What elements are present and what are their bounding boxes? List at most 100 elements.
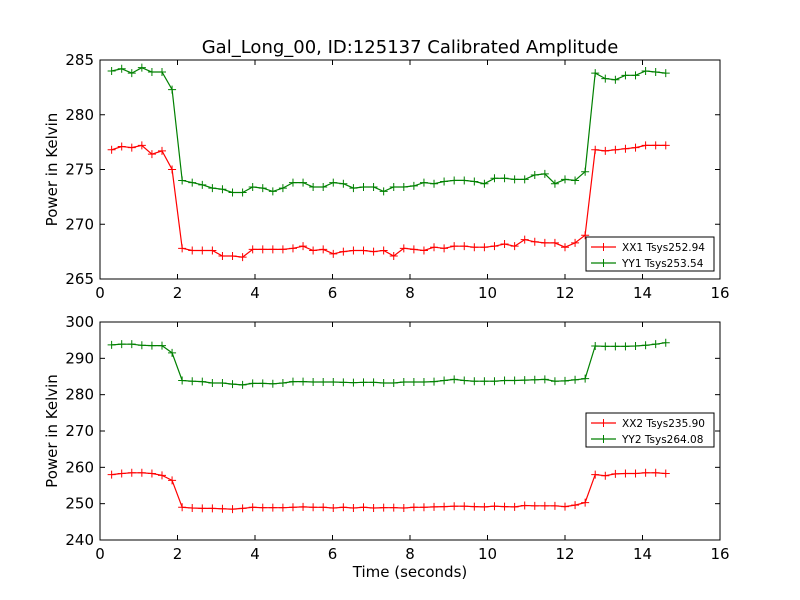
data-point-1-1-5 [158,341,166,350]
data-point-0-0-52 [631,143,640,152]
data-point-1-1-55 [661,338,670,347]
data-point-0-0-25 [359,246,368,255]
y-tick-label: 280 [65,106,94,124]
data-point-0-0-42 [530,237,539,246]
data-point-1-0-12 [228,505,237,514]
data-point-0-0-11 [218,252,227,261]
data-point-1-1-38 [490,377,499,386]
data-point-1-0-6 [168,476,177,485]
legend-marker [599,419,608,427]
data-point-0-1-22 [329,178,338,187]
data-point-1-0-2 [127,468,136,477]
x-tick-label: 2 [173,545,183,563]
data-point-0-1-41 [520,175,529,184]
data-point-0-0-33 [440,244,449,253]
data-point-0-0-2 [127,143,136,152]
x-tick-label: 8 [405,284,415,302]
data-point-1-0-14 [248,503,257,512]
data-point-1-0-47 [581,498,590,507]
data-point-1-0-10 [208,504,217,513]
data-point-1-1-36 [470,377,479,386]
data-point-0-0-3 [137,141,146,150]
data-point-0-1-30 [409,181,418,190]
data-point-1-0-1 [117,469,126,478]
data-point-1-0-49 [601,471,610,480]
data-point-1-0-24 [349,504,358,513]
data-point-1-0-7 [178,503,187,512]
data-point-0-0-14 [248,245,257,254]
top-panel: 0 2 4 6 8 10 12 14 16 265 270 275 280 285 Power in Kel… [43,51,730,302]
data-point-1-1-32 [430,377,439,386]
data-point-1-0-0 [107,470,116,479]
data-point-1-1-51 [621,342,630,351]
data-point-0-1-34 [450,176,459,185]
data-point-1-0-31 [419,503,428,512]
data-point-0-0-26 [369,247,378,256]
y-axis-label: Power in Kelvin [43,374,61,488]
legend-entry: XX2 Tsys235.90 [622,418,705,430]
data-point-1-0-13 [238,504,247,513]
data-point-1-1-41 [520,376,529,385]
data-point-1-1-48 [591,341,600,350]
data-point-0-1-24 [349,184,358,193]
data-point-1-1-49 [601,342,610,351]
data-point-0-1-36 [470,177,479,186]
data-point-0-1-19 [299,178,308,187]
data-point-0-1-15 [258,184,267,193]
data-point-0-1-40 [510,175,519,184]
data-point-1-0-51 [621,469,630,478]
data-point-1-0-26 [369,504,378,513]
data-point-0-1-11 [218,185,227,194]
y-tick-label: 280 [65,386,94,404]
data-point-0-1-21 [319,183,328,192]
data-point-0-1-5 [158,68,166,77]
data-point-0-0-20 [309,246,318,255]
data-point-0-0-29 [399,244,408,253]
chart-title: Gal_Long_00, ID:125137 Calibrated Amplit… [202,37,619,58]
data-point-0-1-33 [440,177,449,186]
data-point-0-0-54 [651,141,660,150]
data-point-0-0-1 [117,142,126,151]
data-point-1-1-19 [299,377,308,386]
data-point-1-0-39 [500,502,509,511]
y-tick-label: 240 [65,531,94,549]
data-point-0-0-47 [581,231,590,240]
data-point-1-1-17 [278,379,287,388]
data-point-0-1-42 [530,170,539,179]
x-tick-label: 0 [95,284,105,302]
x-tick-label: 8 [405,545,415,563]
y-tick-label: 275 [65,161,94,179]
data-point-0-0-38 [490,242,499,251]
data-point-1-1-25 [359,378,368,387]
data-point-1-1-47 [581,374,590,383]
data-point-0-0-4 [147,150,156,159]
data-point-1-1-54 [651,340,660,349]
x-tick-label: 16 [710,284,729,302]
data-point-1-0-16 [268,503,277,512]
data-point-0-0-6 [168,165,177,174]
data-point-1-0-42 [530,501,539,510]
data-point-1-1-3 [137,341,146,350]
data-point-1-0-9 [198,504,207,513]
data-point-1-1-21 [319,377,328,386]
data-point-1-1-20 [309,377,318,386]
data-point-1-0-46 [571,501,580,510]
y-tick-label: 300 [65,313,94,331]
data-point-0-1-20 [309,183,318,192]
data-point-1-1-23 [339,378,348,387]
data-point-0-0-17 [278,245,287,254]
data-point-1-1-43 [540,375,549,384]
data-point-0-1-0 [107,66,116,75]
data-point-1-0-53 [641,468,650,477]
data-point-1-1-37 [480,377,489,386]
data-point-1-0-25 [359,503,368,512]
data-point-1-1-16 [268,379,277,388]
x-tick-label: 0 [95,545,105,563]
x-tick-label: 16 [710,545,729,563]
legend-entry: YY2 Tsys264.08 [621,434,703,446]
data-point-0-0-36 [470,243,479,252]
bottom-panel: 0 2 4 6 8 10 12 14 16 240 250 260 270 280 290 300 Power … [43,313,730,581]
data-point-1-1-4 [147,341,156,350]
data-point-0-0-7 [178,244,187,253]
x-tick-label: 10 [478,284,497,302]
